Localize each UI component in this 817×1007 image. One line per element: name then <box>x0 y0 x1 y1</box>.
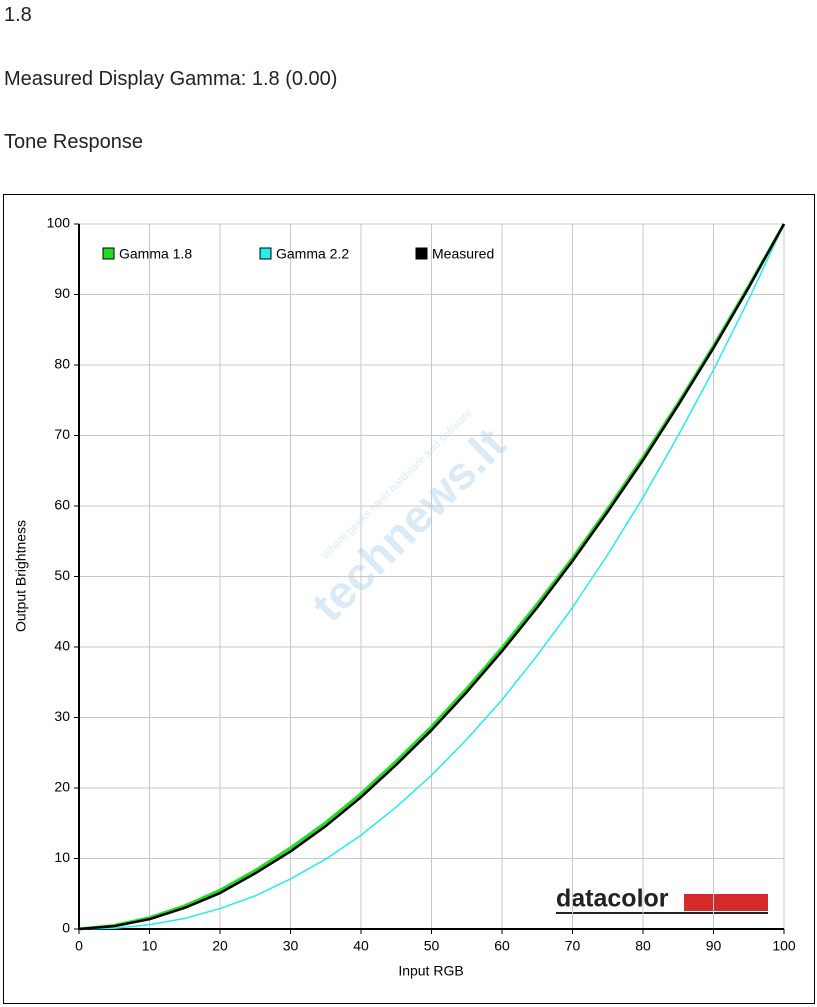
measured-text: Measured Display Gamma: 1.8 (0.00) <box>4 68 338 90</box>
x-tick-label: 100 <box>772 938 796 954</box>
legend-swatch <box>259 247 272 260</box>
y-tick-label: 10 <box>54 849 70 865</box>
line-series <box>78 223 786 931</box>
section-title: Tone Response <box>4 131 143 153</box>
x-tick-label: 70 <box>565 938 581 954</box>
heading: 1.8 <box>4 4 32 26</box>
y-tick-label: 60 <box>54 497 70 513</box>
legend-label: Gamma 2.2 <box>276 246 349 262</box>
legend-swatch <box>102 247 115 260</box>
legend-swatch <box>415 247 428 260</box>
x-tick-label: 60 <box>494 938 510 954</box>
line-series <box>78 223 785 930</box>
y-tick-label: 50 <box>54 567 70 583</box>
y-tick-label: 0 <box>62 920 70 936</box>
x-tick-label: 90 <box>706 938 722 954</box>
logo-text: datacolor <box>556 885 669 913</box>
y-tick-label: 40 <box>54 638 70 654</box>
y-tick-label: 30 <box>54 708 70 724</box>
legend-label: Measured <box>432 246 494 262</box>
y-tick-label: 90 <box>54 285 70 301</box>
x-tick-label: 10 <box>142 938 158 954</box>
chart-frame <box>3 194 815 1004</box>
x-tick-label: 50 <box>424 938 440 954</box>
y-tick-label: 70 <box>54 426 70 442</box>
x-tick-label: 40 <box>353 938 369 954</box>
y-tick-label: 20 <box>54 779 70 795</box>
x-tick-label: 0 <box>75 938 83 954</box>
y-tick-label: 80 <box>54 356 70 372</box>
x-axis-label: Input RGB <box>398 963 463 979</box>
x-tick-label: 20 <box>212 938 228 954</box>
y-axis-label: Output Brightness <box>13 520 29 632</box>
y-tick-label: 100 <box>47 215 71 231</box>
x-tick-label: 30 <box>283 938 299 954</box>
logo-bar <box>684 894 768 911</box>
x-tick-label: 80 <box>635 938 651 954</box>
line-series <box>78 223 786 931</box>
legend-label: Gamma 1.8 <box>119 246 192 262</box>
